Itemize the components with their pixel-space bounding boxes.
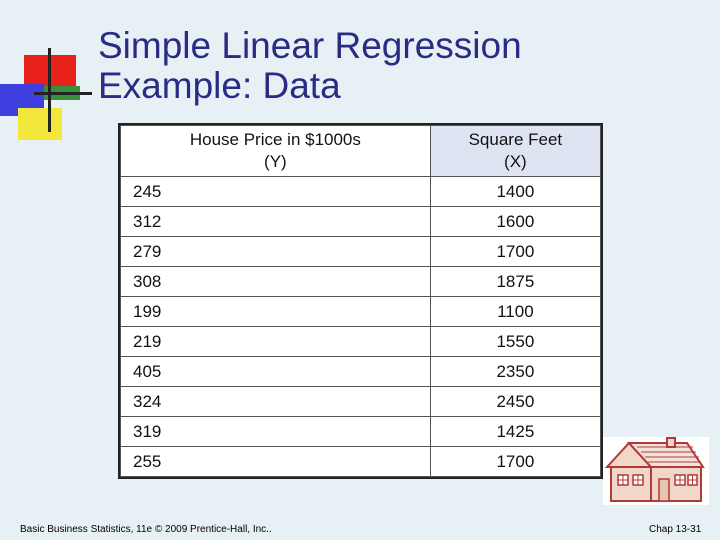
logo-horizontal-line <box>34 92 92 95</box>
cell-square-feet: 1600 <box>429 206 602 237</box>
table-row: 199 1100 <box>120 296 602 327</box>
slide-title-line2: Example: Data <box>98 65 341 106</box>
cell-square-feet: 2350 <box>429 356 602 387</box>
cell-square-feet: 1875 <box>429 266 602 297</box>
table-row: 324 2450 <box>120 386 602 417</box>
header-house-price: House Price in $1000s (Y) <box>120 125 431 177</box>
cell-square-feet: 1550 <box>429 326 602 357</box>
header-square-feet-line2: (X) <box>504 152 527 171</box>
slide-title: Simple Linear Regression Example: Data <box>98 26 658 106</box>
cell-house-price: 219 <box>120 326 431 357</box>
cell-house-price: 312 <box>120 206 431 237</box>
corner-squares-logo <box>0 0 100 140</box>
cell-square-feet: 1425 <box>429 416 602 447</box>
table-row: 319 1425 <box>120 416 602 447</box>
cell-house-price: 319 <box>120 416 431 447</box>
table-row: 255 1700 <box>120 446 602 477</box>
cell-square-feet: 1100 <box>429 296 602 327</box>
table-row: 219 1550 <box>120 326 602 357</box>
header-square-feet: Square Feet (X) <box>429 125 602 177</box>
table-row: 405 2350 <box>120 356 602 387</box>
table-row: 279 1700 <box>120 236 602 267</box>
house-clipart-icon <box>603 437 709 505</box>
cell-square-feet: 1400 <box>429 176 602 207</box>
cell-house-price: 405 <box>120 356 431 387</box>
header-house-price-line1: House Price in $1000s <box>189 130 361 149</box>
table-row: 245 1400 <box>120 176 602 207</box>
table-row: 308 1875 <box>120 266 602 297</box>
data-table: House Price in $1000s (Y) Square Feet (X… <box>118 123 603 479</box>
logo-yellow-square <box>18 108 62 140</box>
cell-house-price: 308 <box>120 266 431 297</box>
cell-house-price: 245 <box>120 176 431 207</box>
cell-square-feet: 2450 <box>429 386 602 417</box>
table-header-row: House Price in $1000s (Y) Square Feet (X… <box>120 125 602 177</box>
cell-house-price: 255 <box>120 446 431 477</box>
footer-page-number: Chap 13-31 <box>649 524 702 535</box>
slide-title-line1: Simple Linear Regression <box>98 25 522 66</box>
cell-square-feet: 1700 <box>429 446 602 477</box>
header-square-feet-line1: Square Feet <box>468 130 563 149</box>
header-house-price-line2: (Y) <box>264 152 287 171</box>
cell-house-price: 279 <box>120 236 431 267</box>
cell-house-price: 199 <box>120 296 431 327</box>
cell-house-price: 324 <box>120 386 431 417</box>
cell-square-feet: 1700 <box>429 236 602 267</box>
table-row: 312 1600 <box>120 206 602 237</box>
footer-citation: Basic Business Statistics, 11e © 2009 Pr… <box>20 524 272 535</box>
logo-vertical-line <box>48 48 51 132</box>
house-svg <box>604 437 705 502</box>
